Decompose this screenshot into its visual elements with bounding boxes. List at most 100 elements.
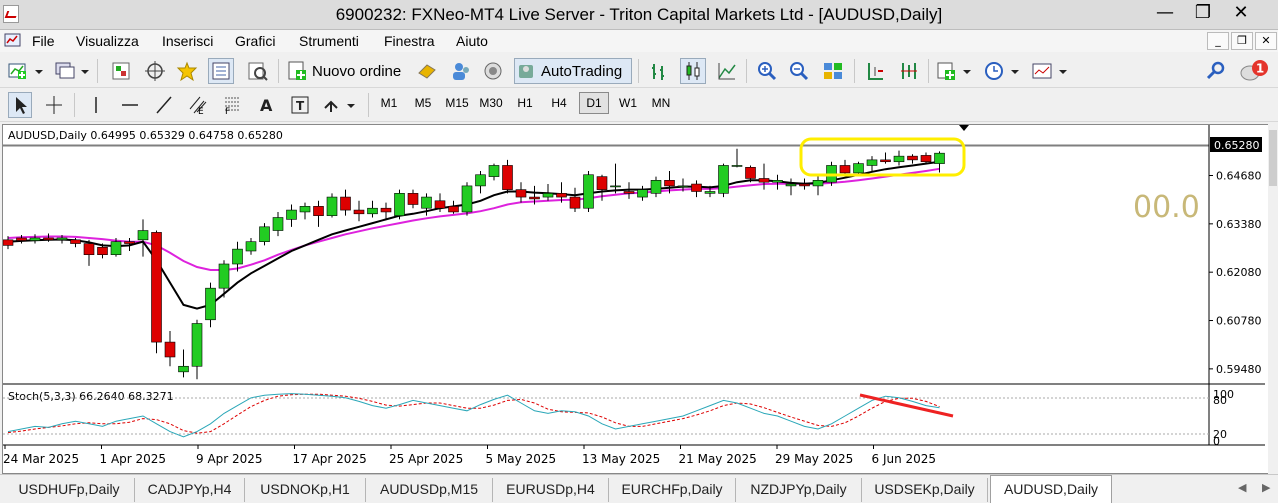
crosshair-navigator-icon[interactable] <box>142 58 168 84</box>
current-price-box <box>1210 137 1262 152</box>
candle-body <box>488 165 500 177</box>
stoch-main-line <box>7 393 940 438</box>
menu-tools[interactable]: Strumenti <box>299 33 359 49</box>
menu-insert[interactable]: Inserisci <box>162 33 214 49</box>
tab-audusdp-m15[interactable]: AUDUSDp,M15 <box>366 478 493 502</box>
market-watch-icon[interactable] <box>108 58 134 84</box>
tile-windows-icon[interactable] <box>820 58 846 84</box>
tab-scroll-right-icon[interactable]: ▶ <box>1262 481 1271 494</box>
search-icon[interactable] <box>1204 58 1228 84</box>
app-icon <box>3 5 19 23</box>
mdi-restore-button[interactable]: ❐ <box>1231 32 1253 50</box>
menu-window[interactable]: Finestra <box>384 33 435 49</box>
timeframe-m30[interactable]: M30 <box>479 96 503 110</box>
tab-scroll-left-icon[interactable]: ◀ <box>1238 481 1247 494</box>
chart-window-icon[interactable] <box>4 31 22 49</box>
menu-view[interactable]: Visualizza <box>76 33 139 49</box>
tab-usdsekp-daily[interactable]: USDSEKp,Daily <box>862 478 988 502</box>
chart-shift-marker[interactable] <box>959 125 969 131</box>
timeframe-m15[interactable]: M15 <box>445 96 469 110</box>
tab-eurusdp-h4[interactable]: EURUSDp,H4 <box>493 478 609 502</box>
line-chart-icon[interactable] <box>714 58 740 84</box>
profiles-button[interactable] <box>52 58 92 84</box>
restore-button[interactable]: ❐ <box>1194 2 1212 23</box>
menu-charts[interactable]: Grafici <box>235 33 276 49</box>
crosshair-tool-icon[interactable] <box>42 92 66 118</box>
tab-audusd-daily[interactable]: AUDUSD,Daily <box>990 475 1112 503</box>
zoom-out-icon[interactable] <box>786 58 812 84</box>
signals-users-icon[interactable] <box>448 58 474 84</box>
drawing-toolbar: E F A T M1 M5 M15 M30 H1 H4 D1 W1 MN <box>0 89 1278 122</box>
timeframe-h1[interactable]: H1 <box>517 96 533 110</box>
timeframe-m5[interactable]: M5 <box>414 96 432 110</box>
chart-shift-icon[interactable] <box>862 58 888 84</box>
candle-body <box>259 226 270 242</box>
candle-body <box>110 241 122 256</box>
date-label: 21 May 2025 <box>679 452 757 466</box>
svg-text:A: A <box>260 96 273 115</box>
chart-scrollbar[interactable] <box>1268 124 1278 474</box>
mdi-minimize-button[interactable]: _ <box>1207 32 1229 50</box>
periods-clock-button[interactable] <box>982 58 1022 84</box>
menu-help[interactable]: Aiuto <box>456 33 488 49</box>
bar-chart-icon[interactable] <box>646 58 672 84</box>
highlight-rectangle[interactable] <box>799 137 966 177</box>
cursor-tool-icon[interactable] <box>8 92 32 118</box>
timeframe-m1[interactable]: M1 <box>380 96 398 110</box>
candle-body <box>596 176 608 190</box>
new-chart-button[interactable] <box>6 58 46 84</box>
minimize-button[interactable]: — <box>1156 2 1174 23</box>
tab-eurchfp-daily[interactable]: EURCHFp,Daily <box>609 478 736 502</box>
candle-body <box>56 237 68 241</box>
autotrading-icon <box>519 65 533 78</box>
notifications-icon[interactable]: 1 <box>1238 58 1272 84</box>
text-tool-icon[interactable]: A <box>254 92 278 118</box>
date-label: 5 May 2025 <box>486 452 557 466</box>
price-chart[interactable]: AUDUSD,Daily 0.64995 0.65329 0.64758 0.6… <box>3 125 1265 473</box>
candlestick-chart-icon[interactable] <box>680 58 706 84</box>
candle-body <box>853 163 864 174</box>
trendline-icon[interactable] <box>152 92 176 118</box>
candle-body <box>866 159 878 166</box>
data-window-icon[interactable] <box>208 58 234 84</box>
ma-fast-line <box>7 160 940 310</box>
horizontal-line-icon[interactable] <box>118 92 142 118</box>
metaeditor-icon[interactable] <box>414 58 440 84</box>
tab-nzdjpyp-daily[interactable]: NZDJPYp,Daily <box>736 478 862 502</box>
candle-body <box>83 243 95 256</box>
new-order-button[interactable]: Nuovo ordine <box>286 58 408 84</box>
equidistant-channel-icon[interactable]: E <box>186 92 210 118</box>
vertical-line-icon[interactable] <box>84 92 108 118</box>
candle-body <box>313 206 324 216</box>
tab-usdhufp-daily[interactable]: USDHUFp,Daily <box>4 478 135 502</box>
chart-window[interactable]: AUDUSD,Daily 0.64995 0.65329 0.64758 0.6… <box>2 124 1276 474</box>
menu-file[interactable]: File <box>32 33 55 49</box>
candle-body <box>799 183 810 187</box>
mdi-close-button[interactable]: ✕ <box>1255 32 1277 50</box>
autoscroll-icon[interactable] <box>896 58 922 84</box>
arrows-tool-button[interactable] <box>320 92 360 118</box>
autotrading-button[interactable]: AutoTrading <box>514 58 632 84</box>
divergence-trendline[interactable] <box>859 393 954 418</box>
timeframe-mn[interactable]: MN <box>651 96 671 110</box>
market-globe-icon[interactable] <box>480 58 506 84</box>
candle-body <box>124 241 135 244</box>
fibonacci-icon[interactable]: F <box>220 92 244 118</box>
timeframe-d1[interactable]: D1 <box>579 92 609 114</box>
tab-usdnokp-h1[interactable]: USDNOKp,H1 <box>245 478 366 502</box>
strategy-tester-icon[interactable] <box>244 58 270 84</box>
standard-toolbar: Nuovo ordine AutoTrading <box>0 55 1278 88</box>
text-label-icon[interactable]: T <box>288 92 312 118</box>
timeframe-w1[interactable]: W1 <box>619 96 637 110</box>
candle-body <box>637 189 648 198</box>
indicators-button[interactable] <box>934 58 974 84</box>
templates-button[interactable] <box>1030 58 1070 84</box>
stoch-label-80: 80 <box>1213 394 1227 407</box>
timeframe-h4[interactable]: H4 <box>551 96 567 110</box>
scrollbar-thumb[interactable] <box>1269 130 1277 186</box>
close-button[interactable]: ✕ <box>1233 2 1249 23</box>
tab-cadjpyp-h4[interactable]: CADJPYp,H4 <box>135 478 245 502</box>
favorites-star-icon[interactable] <box>174 58 200 84</box>
candle-body <box>367 207 378 215</box>
zoom-in-icon[interactable] <box>754 58 780 84</box>
